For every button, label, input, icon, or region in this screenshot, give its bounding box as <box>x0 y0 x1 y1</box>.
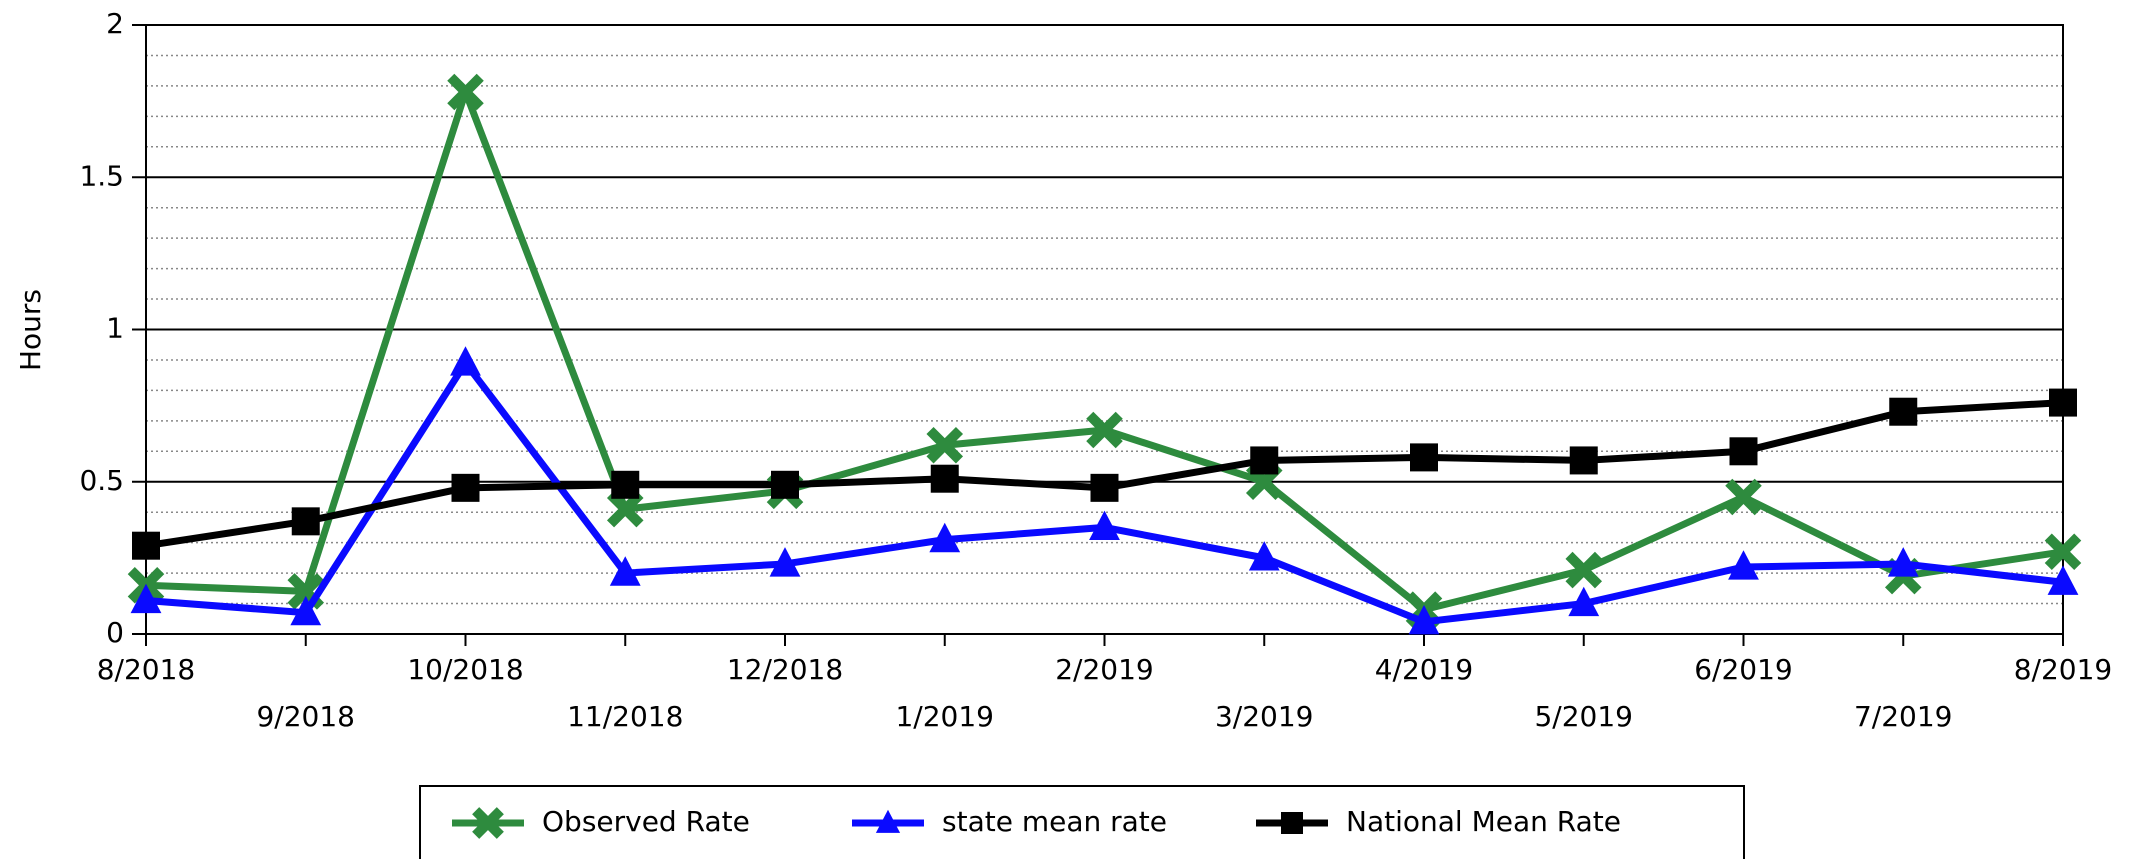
legend-label: Observed Rate <box>542 805 750 838</box>
x-tick-label: 7/2019 <box>1854 700 1953 733</box>
x-tick-label: 2/2019 <box>1055 653 1154 686</box>
marker-square <box>2049 388 2077 417</box>
marker-triangle <box>2047 565 2079 595</box>
marker-triangle <box>875 809 901 833</box>
x-tick-label: 6/2019 <box>1694 653 1793 686</box>
marker-square <box>1410 443 1438 472</box>
marker-square <box>1569 446 1598 475</box>
marker-square <box>1090 473 1119 502</box>
marker-square <box>1281 812 1303 834</box>
marker-square <box>611 470 640 499</box>
marker-x <box>1086 411 1123 449</box>
marker-x <box>1725 478 1762 516</box>
marker-square <box>771 470 799 499</box>
y-axis-label: Hours <box>14 289 47 371</box>
marker-x <box>2044 533 2082 571</box>
x-tick-label: 8/2018 <box>97 653 196 686</box>
y-tick-label: 0.5 <box>79 464 124 497</box>
marker-triangle <box>1568 586 1600 617</box>
marker-triangle <box>1089 510 1120 541</box>
marker-triangle <box>1248 541 1280 571</box>
x-tick-label: 11/2018 <box>567 700 683 733</box>
legend-box <box>419 785 1745 859</box>
marker-x <box>472 807 504 839</box>
marker-triangle <box>609 556 641 586</box>
marker-square <box>1889 397 1918 426</box>
marker-square <box>291 507 320 536</box>
marker-square <box>132 531 160 560</box>
x-tick-label: 5/2019 <box>1534 700 1633 733</box>
marker-triangle <box>1887 547 1919 577</box>
marker-square <box>1250 446 1279 475</box>
x-tick-label: 10/2018 <box>407 653 523 686</box>
marker-square <box>451 473 480 502</box>
marker-triangle <box>130 583 162 614</box>
x-tick-label: 9/2018 <box>256 700 355 733</box>
y-tick-label: 1.5 <box>79 159 124 192</box>
x-tick-label: 8/2019 <box>2014 653 2113 686</box>
x-tick-label: 12/2018 <box>727 653 843 686</box>
marker-triangle <box>769 547 801 577</box>
y-tick-label: 0 <box>106 616 124 649</box>
y-tick-label: 1 <box>106 312 124 345</box>
marker-triangle <box>1408 605 1440 635</box>
marker-triangle <box>1728 550 1759 580</box>
x-tick-label: 3/2019 <box>1215 700 1314 733</box>
legend-label: National Mean Rate <box>1346 805 1621 838</box>
marker-square <box>1729 437 1758 466</box>
legend-label: state mean rate <box>942 805 1167 838</box>
x-tick-label: 1/2019 <box>895 700 994 733</box>
marker-x <box>1565 551 1603 589</box>
marker-x <box>447 73 484 111</box>
marker-triangle <box>929 522 961 553</box>
marker-triangle <box>450 346 481 376</box>
marker-triangle <box>290 595 322 626</box>
marker-x <box>606 490 644 528</box>
y-tick-label: 2 <box>106 7 124 40</box>
marker-square <box>930 464 959 493</box>
marker-x <box>926 426 964 464</box>
x-tick-label: 4/2019 <box>1375 653 1474 686</box>
